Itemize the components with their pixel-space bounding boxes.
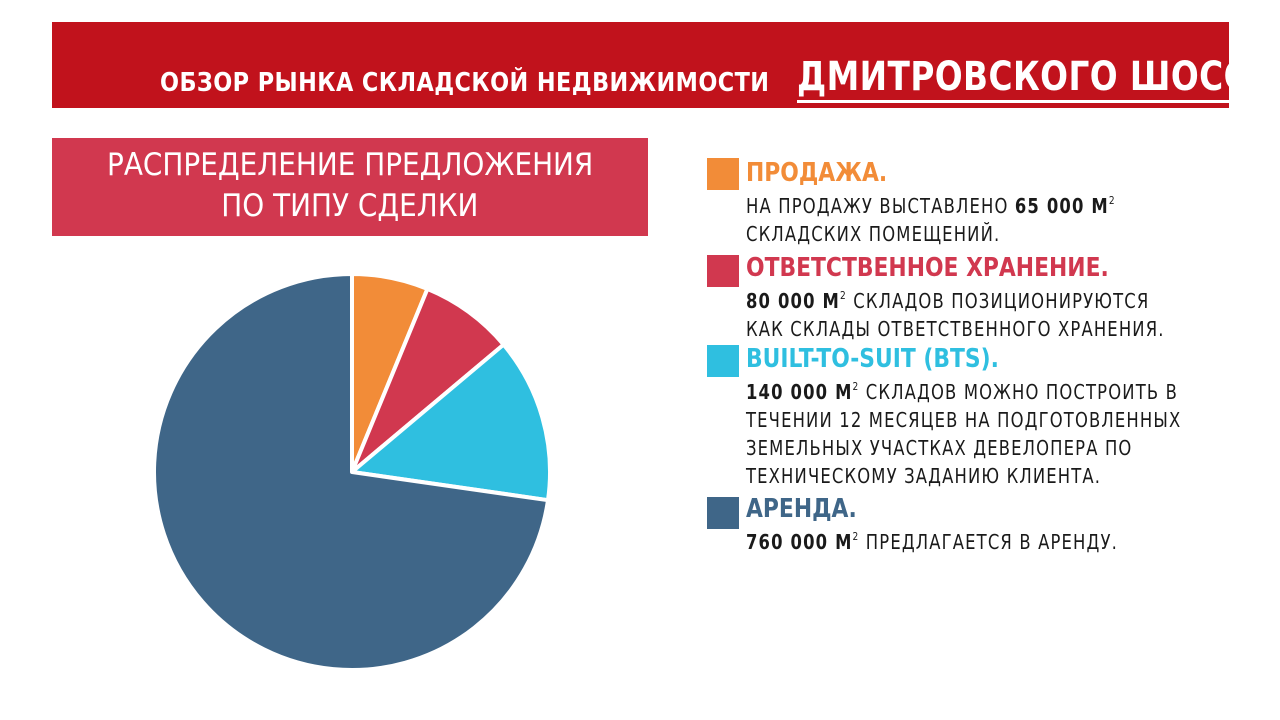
legend-swatch-rent bbox=[707, 497, 739, 529]
pie-slice-bts bbox=[350, 342, 552, 503]
legend-text-custody: 80 000 М2 СКЛАДОВ ПОЗИЦИОНИРУЮТСЯ bbox=[746, 289, 1150, 313]
legend-value-rent: 760 000 М bbox=[746, 530, 853, 554]
legend-value-custody: 80 000 М bbox=[746, 289, 840, 313]
legend-text-bts: ЗЕМЕЛЬНЫХ УЧАСТКАХ ДЕВЕЛОПЕРА ПО bbox=[746, 436, 1133, 460]
chart-subtitle-box: РАСПРЕДЕЛЕНИЕ ПРЕДЛОЖЕНИЯ ПО ТИПУ СДЕЛКИ bbox=[52, 138, 648, 236]
legend-text-bts: ТЕЧЕНИИ 12 МЕСЯЦЕВ НА ПОДГОТОВЛЕННЫХ bbox=[746, 408, 1182, 432]
pie-slice-rent bbox=[152, 272, 550, 672]
legend-swatch-custody bbox=[707, 255, 739, 287]
legend-text-sale: НА ПРОДАЖУ ВЫСТАВЛЕНО 65 000 М2 bbox=[746, 194, 1116, 218]
chart-subtitle-line-2: ПО ТИПУ СДЕЛКИ bbox=[221, 188, 479, 224]
title-banner: ОБЗОР РЫНКА СКЛАДСКОЙ НЕДВИЖИМОСТИ ДМИТР… bbox=[52, 22, 1271, 108]
legend-swatch-sale bbox=[707, 158, 739, 190]
legend-heading-bts: BUILT-TO-SUIT (BTS). bbox=[746, 344, 999, 374]
legend-heading-rent: АРЕНДА. bbox=[746, 494, 857, 524]
page-title-highlight: ДМИТРОВСКОГО ШОССЕ bbox=[797, 54, 1271, 103]
pie-chart bbox=[152, 272, 552, 672]
chart-subtitle-line-1: РАСПРЕДЕЛЕНИЕ ПРЕДЛОЖЕНИЯ bbox=[106, 147, 594, 183]
legend-text-bts: ТЕХНИЧЕСКОМУ ЗАДАНИЮ КЛИЕНТА. bbox=[746, 464, 1102, 488]
legend-text-rent: 760 000 М2 ПРЕДЛАГАЕТСЯ В АРЕНДУ. bbox=[746, 530, 1118, 554]
legend-heading-custody: ОТВЕТСТВЕННОЕ ХРАНЕНИЕ. bbox=[746, 253, 1109, 283]
legend-text-bts: 140 000 М2 СКЛАДОВ МОЖНО ПОСТРОИТЬ В bbox=[746, 380, 1179, 404]
legend-value-bts: 140 000 М bbox=[746, 380, 853, 404]
legend-swatch-bts bbox=[707, 345, 739, 377]
legend-value-sale: 65 000 М bbox=[1014, 194, 1109, 218]
page-title-prefix: ОБЗОР РЫНКА СКЛАДСКОЙ НЕДВИЖИМОСТИ bbox=[160, 68, 770, 98]
legend-text-sale: СКЛАДСКИХ ПОМЕЩЕНИЙ. bbox=[746, 222, 1001, 246]
legend-text-custody: КАК СКЛАДЫ ОТВЕТСТВЕННОГО ХРАНЕНИЯ. bbox=[746, 317, 1165, 341]
legend-heading-sale: ПРОДАЖА. bbox=[746, 158, 888, 188]
